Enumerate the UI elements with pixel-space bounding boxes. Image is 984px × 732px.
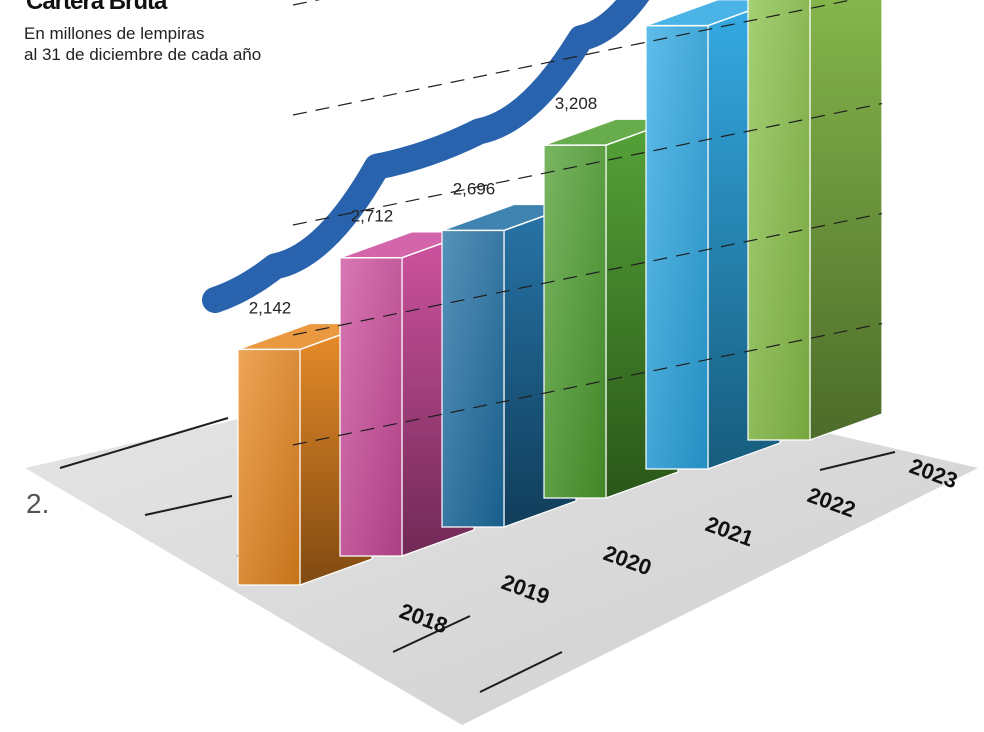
chart-subtitle-line-1: En millones de lempiras — [24, 24, 205, 43]
floor-grid-line — [144, 495, 233, 516]
gridline — [292, 322, 883, 446]
chart-title: Cartera Bruta — [26, 0, 167, 15]
bar-front-face — [543, 144, 607, 499]
trend-arrow-group — [202, 0, 650, 313]
value-label: 2,712 — [351, 207, 394, 226]
floor-grid-line — [819, 451, 896, 471]
bar-front-face — [339, 257, 403, 557]
gridlines-group — [292, 0, 883, 446]
floor-grid-line — [479, 651, 563, 693]
bar-2023 — [747, 0, 883, 441]
value-label: 3,208 — [555, 94, 598, 113]
chart-subtitle-line-2: al 31 de diciembre de cada año — [24, 45, 262, 64]
gridline — [292, 0, 854, 116]
floor-grid-line — [392, 615, 471, 653]
value-label: 2,696 — [453, 179, 496, 198]
bar-side-face — [809, 0, 883, 441]
bar-front-face — [441, 229, 505, 528]
trend-arrow-body — [202, 0, 650, 313]
gridline — [292, 102, 883, 226]
floor-grid-line — [59, 417, 229, 469]
value-label: 2,142 — [249, 298, 292, 317]
floor-grid — [59, 417, 896, 693]
bar-front-face — [747, 0, 811, 441]
section-number: 2. — [26, 488, 50, 519]
bar-front-face — [645, 25, 709, 470]
bar-front-face — [237, 348, 301, 586]
bars-group — [237, 0, 883, 586]
bar-top-face — [645, 0, 781, 27]
gridline — [292, 212, 883, 336]
